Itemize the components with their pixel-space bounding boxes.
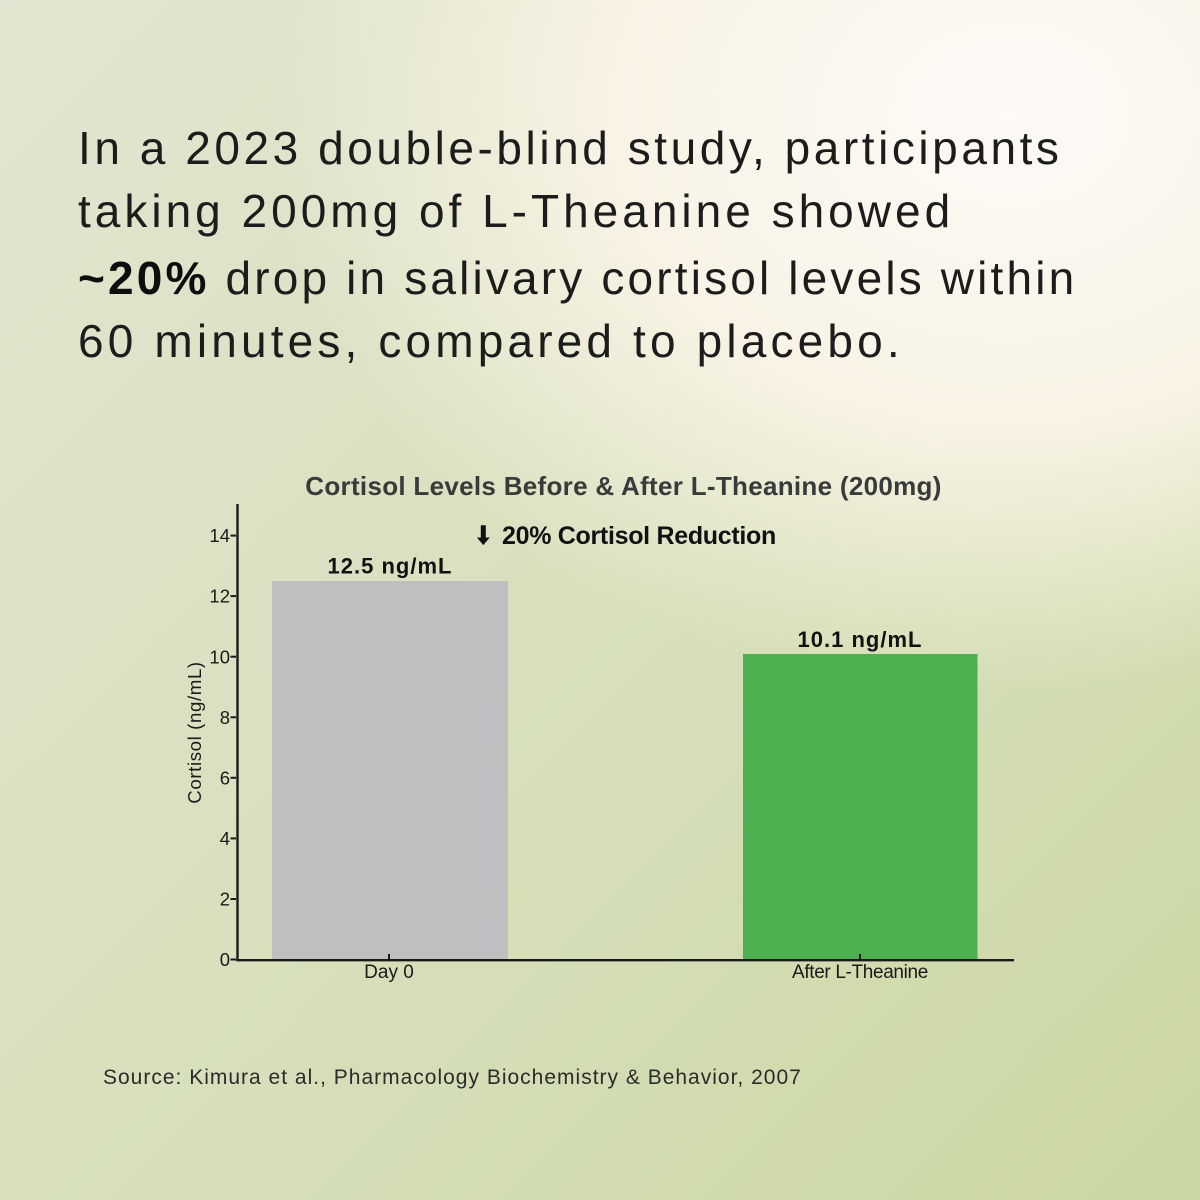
svg-text:20% Cortisol Reduction: 20% Cortisol Reduction <box>502 522 776 550</box>
svg-text:6: 6 <box>220 767 230 788</box>
svg-text:Day 0: Day 0 <box>364 962 414 983</box>
svg-text:10: 10 <box>209 646 230 667</box>
svg-text:14: 14 <box>209 525 230 546</box>
svg-text:12: 12 <box>209 586 230 607</box>
svg-text:12.5 ng/mL: 12.5 ng/mL <box>328 554 453 579</box>
svg-text:8: 8 <box>220 707 230 728</box>
svg-text:0: 0 <box>220 949 230 970</box>
svg-text:Cortisol (ng/mL): Cortisol (ng/mL) <box>184 661 205 804</box>
svg-text:4: 4 <box>220 828 230 849</box>
svg-text:After L-Theanine: After L-Theanine <box>792 962 928 983</box>
svg-text:10.1 ng/mL: 10.1 ng/mL <box>798 627 923 652</box>
svg-text:2: 2 <box>220 889 230 910</box>
svg-text:Cortisol Levels Before & After: Cortisol Levels Before & After L-Theanin… <box>305 471 941 501</box>
